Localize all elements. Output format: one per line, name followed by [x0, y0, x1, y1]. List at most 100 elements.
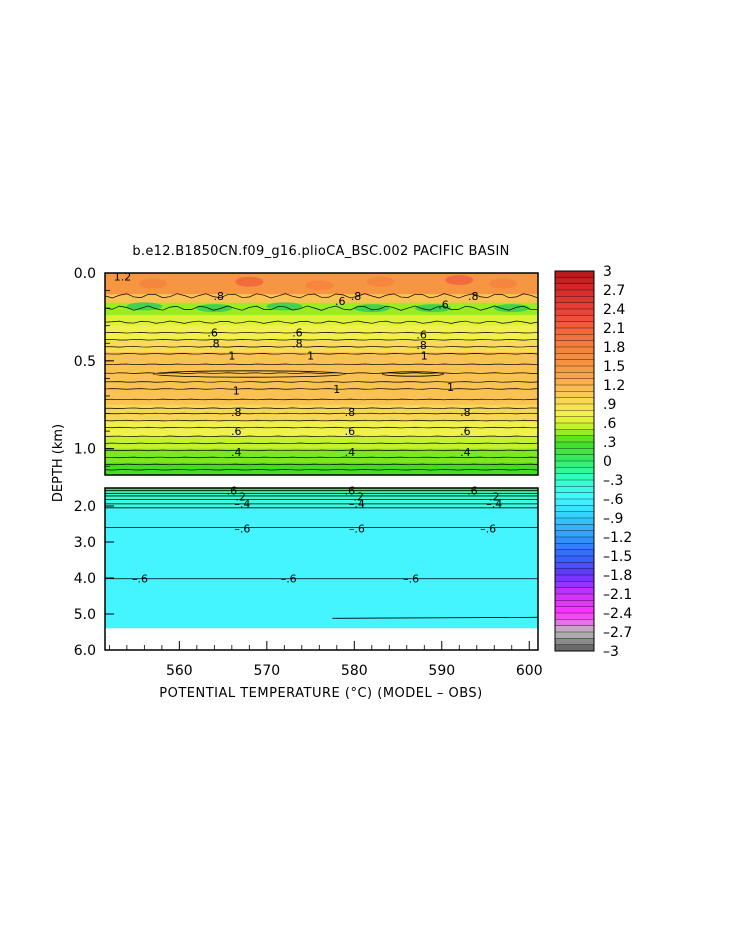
upper-contour-7: [105, 363, 538, 366]
lower-panel-fill: [105, 488, 538, 629]
surface-anomaly-2: [305, 280, 334, 291]
colorbar-segment: [554, 562, 595, 570]
surface-anomaly-0: [139, 278, 168, 289]
y-axis: 0.0 0.5 1.0 2.0 3.0 4.0 5.0 6.0: [74, 266, 114, 659]
colorbar-segment: [554, 555, 595, 563]
contour-label: 1: [421, 350, 428, 363]
upper-contour-9: [105, 381, 538, 383]
colorbar-tick-label: 1.2: [603, 378, 625, 394]
upper-contour-2: [105, 320, 538, 324]
colorbar-segment: [554, 378, 595, 386]
contour-label: .6: [416, 328, 427, 341]
colorbar-tick-label: 2.7: [603, 283, 625, 299]
colorbar-segment: [554, 435, 595, 443]
colorbar-segment: [554, 403, 595, 411]
colorbar-tick-label: –3: [603, 644, 619, 660]
upper-contour-4: [105, 339, 538, 341]
colorbar-tick-label: .6: [603, 416, 616, 432]
contour-label: .4: [460, 446, 471, 459]
upper-contour-18: [105, 449, 538, 452]
contour-label: .8: [468, 290, 479, 303]
colorbar-segment: [554, 429, 595, 437]
contour-label: .8: [292, 337, 303, 350]
contour-label: .6: [227, 485, 238, 498]
upper-contour-8: [105, 372, 538, 374]
colorbar-segment: [554, 346, 595, 354]
colorbar-tick-label: –2.7: [603, 625, 632, 641]
colorbar-segment: [554, 587, 595, 595]
colorbar-segment: [554, 511, 595, 519]
upper-band-6: [105, 352, 538, 406]
contour-label: 1: [228, 350, 235, 363]
contour-label: .6: [460, 425, 471, 438]
x-tick-label: 580: [341, 663, 368, 679]
surface-anomaly-3: [366, 276, 395, 287]
colorbar-segment: [554, 505, 595, 513]
contour-label: .8: [213, 290, 224, 303]
colorbar-segment: [554, 460, 595, 468]
upper-contour-13: [105, 412, 538, 415]
upper-band-1: [105, 294, 538, 304]
colorbar-segment: [554, 479, 595, 487]
upper-contour-14: [105, 419, 538, 422]
colorbar-segment: [554, 283, 595, 291]
upper-contour-19: [105, 456, 538, 459]
y-tick-label: 5.0: [74, 607, 96, 623]
upper-panel-contours: [105, 293, 538, 471]
green-anomaly-0: [126, 302, 163, 311]
colorbar-segment: [554, 372, 595, 380]
colorbar-segment: [554, 270, 595, 278]
y-tick-label: 3.0: [74, 535, 96, 551]
y-tick-label: 4.0: [74, 571, 96, 587]
contour-label: –.4: [234, 497, 250, 510]
colorbar-segment: [554, 441, 595, 449]
green-anomaly-2: [266, 302, 303, 311]
y-tick-label: 2.0: [74, 499, 96, 515]
colorbar-tick-label: –1.5: [603, 549, 632, 565]
chart-title: b.e12.B1850CN.f09_g16.plioCA_BSC.002 PAC…: [132, 244, 509, 259]
colorbar-segment: [554, 384, 595, 392]
colorbar-frame: [554, 270, 595, 652]
colorbar-segment: [554, 536, 595, 544]
upper-contour-21: [105, 469, 538, 471]
colorbar-segment: [554, 315, 595, 323]
x-tick-label: 590: [428, 663, 455, 679]
colorbar-segment: [554, 631, 595, 639]
upper-band-10: [105, 448, 538, 464]
upper-band-2: [105, 302, 538, 316]
upper-panel-fill: [105, 273, 538, 475]
contour-label: .8: [416, 339, 427, 352]
colorbar-tick-label: –.3: [603, 473, 623, 489]
contour-label: .6: [292, 327, 303, 340]
upper-contour-12: [105, 407, 538, 409]
contour-label: –.4: [349, 497, 365, 510]
contour-label: .8: [345, 406, 356, 419]
contour-label: –.4: [486, 497, 502, 510]
colorbar-segment: [554, 543, 595, 551]
upper-contour-0: [105, 293, 538, 299]
colorbar-tick-label: 1.5: [603, 359, 625, 375]
colorbar-tick-label: 1.8: [603, 340, 625, 356]
contour-label: .6: [335, 295, 346, 308]
colorbar-segment: [554, 467, 595, 475]
contour-label: .2: [489, 491, 500, 504]
colorbar-segment: [554, 321, 595, 329]
contour-label: .6: [231, 425, 242, 438]
upper-contour-5: [105, 346, 538, 348]
colorbar-tick-label: .9: [603, 397, 616, 413]
contour-label: .2: [353, 491, 364, 504]
colorbar-segment: [554, 454, 595, 462]
green-anomaly-4: [415, 304, 452, 313]
colorbar-tick-label: –1.8: [603, 568, 632, 584]
green-anomaly-3: [353, 304, 390, 313]
upper-contour-3: [105, 332, 538, 334]
colorbar-segment: [554, 644, 595, 652]
upper-contour-10: [105, 388, 538, 390]
upper-contour-6: [105, 353, 538, 355]
lower-panel-contours: [105, 490, 538, 619]
colorbar-tick-label: –.9: [603, 511, 623, 527]
colorbar-segment: [554, 574, 595, 582]
lower-panel-frame: [104, 487, 539, 651]
upper-contour-20: [105, 463, 538, 466]
